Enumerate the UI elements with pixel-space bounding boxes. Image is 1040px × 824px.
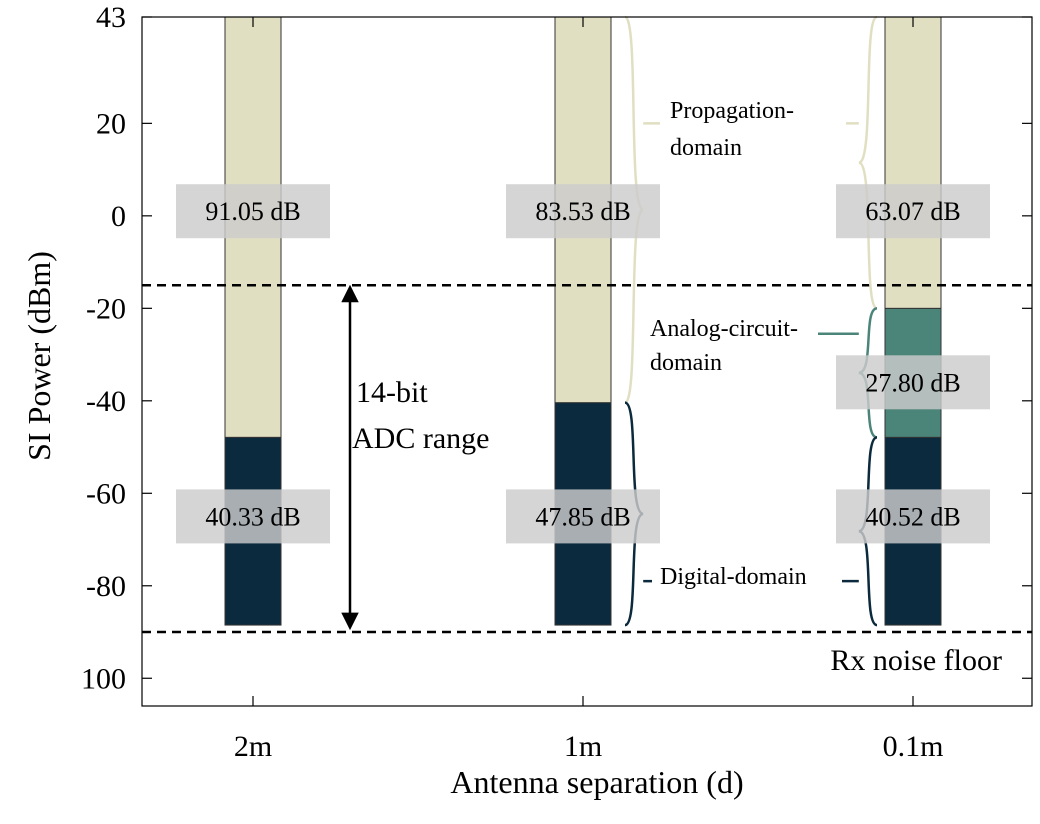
segment-label-2-1: 83.53 dB [535, 197, 630, 226]
segment-label-1-2: 27.80 dB [865, 368, 960, 397]
x-tick-label-1: 1m [564, 730, 602, 763]
segment-label-box-0-0 [176, 489, 330, 544]
reference-lines [142, 283, 1032, 634]
analog-domain-label-line1: Analog-circuit- [650, 316, 798, 342]
rx-noise-floor-label: Rx noise floor [830, 644, 1002, 677]
segment-label-box-0-2 [836, 489, 990, 544]
segment-label-2-2: 63.07 dB [865, 197, 960, 226]
y-tick-label-5: -60 [86, 477, 126, 510]
y-tick-label-4: -40 [86, 385, 126, 418]
segment-labels: 40.33 dB 47.85 dB 40.52 dB 27.80 dB 91.05 dB… [176, 184, 990, 544]
segment-label-box-2-2 [836, 184, 990, 239]
y-tick-label-7: 100 [81, 662, 126, 695]
analog-domain-label-line2: domain [650, 350, 722, 376]
segment-label-2-0: 91.05 dB [205, 197, 300, 226]
adc-range-label-line2: ADC range [352, 422, 489, 455]
segment-label-0-0: 40.33 dB [205, 502, 300, 531]
segment-label-0-2: 40.52 dB [865, 502, 960, 531]
digital-domain-label: Digital-domain [660, 564, 807, 590]
plot-frame [141, 16, 1033, 707]
segment-label-0-1: 47.85 dB [535, 502, 630, 531]
y-tick-label-0: 43 [96, 1, 126, 34]
segment-label-box-1-2 [836, 355, 990, 410]
y-axis-title: SI Power (dBm) [21, 251, 57, 461]
x-axis-title: Antenna separation (d) [450, 764, 743, 800]
propagation-domain-label-line1: Propagation- [670, 98, 794, 124]
x-tick-label-2: 0.1m [883, 730, 944, 763]
axes: 43 20 0 -20 -40 -60 -80 100 2m 1m 0.1m [81, 1, 1033, 763]
x-tick-label-0: 2m [234, 730, 272, 763]
segment-label-box-2-1 [506, 184, 660, 239]
segment-label-box-0-1 [506, 489, 660, 544]
segment-label-box-2-0 [176, 184, 330, 239]
adc-range-label-line1: 14-bit [356, 376, 428, 409]
propagation-domain-label-line2: domain [670, 135, 742, 161]
y-tick-label-3: -20 [86, 292, 126, 325]
y-tick-label-2: 0 [111, 200, 126, 233]
bar-propagation-domain-2 [884, 16, 942, 309]
propagation-brace-left [858, 15, 879, 310]
y-tick-label-1: 20 [96, 107, 126, 140]
y-tick-label-6: -80 [86, 570, 126, 603]
